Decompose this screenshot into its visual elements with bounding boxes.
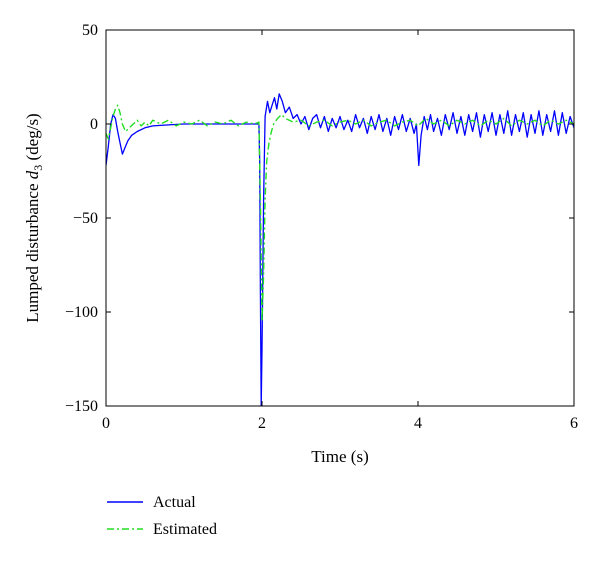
series-line-estimated — [106, 104, 574, 323]
x-tick-label: 4 — [414, 415, 422, 432]
legend: Actual Estimated — [107, 494, 217, 538]
y-tick-label: −100 — [65, 304, 98, 321]
series-layer — [106, 93, 574, 406]
y-axis-title-unit: (deg/s) — [23, 113, 42, 164]
plot-area-frame — [105, 29, 575, 407]
y-axis-title-symbol: d — [23, 170, 42, 179]
y-tick-label: −150 — [65, 398, 98, 415]
series-line-actual — [106, 93, 574, 406]
y-axis-title-main: Lumped disturbance — [23, 179, 42, 323]
y-tick-label: −50 — [73, 210, 98, 227]
y-axis-title: Lumped disturbance d3 (deg/s) — [23, 113, 45, 322]
x-tick-label: 0 — [102, 415, 110, 432]
tick-labels-layer: 0 2 4 6 −150 −100 −50 0 50 — [65, 22, 578, 432]
x-axis-title: Time (s) — [311, 447, 368, 466]
y-axis-title-subscript: 3 — [31, 165, 45, 171]
x-tick-label: 6 — [570, 415, 578, 432]
x-tick-label: 2 — [258, 415, 266, 432]
legend-label-estimated: Estimated — [153, 521, 217, 538]
y-tick-label: 50 — [82, 22, 98, 39]
legend-label-actual: Actual — [153, 494, 196, 511]
y-tick-label: 0 — [90, 116, 98, 133]
ticks-layer — [105, 29, 575, 407]
